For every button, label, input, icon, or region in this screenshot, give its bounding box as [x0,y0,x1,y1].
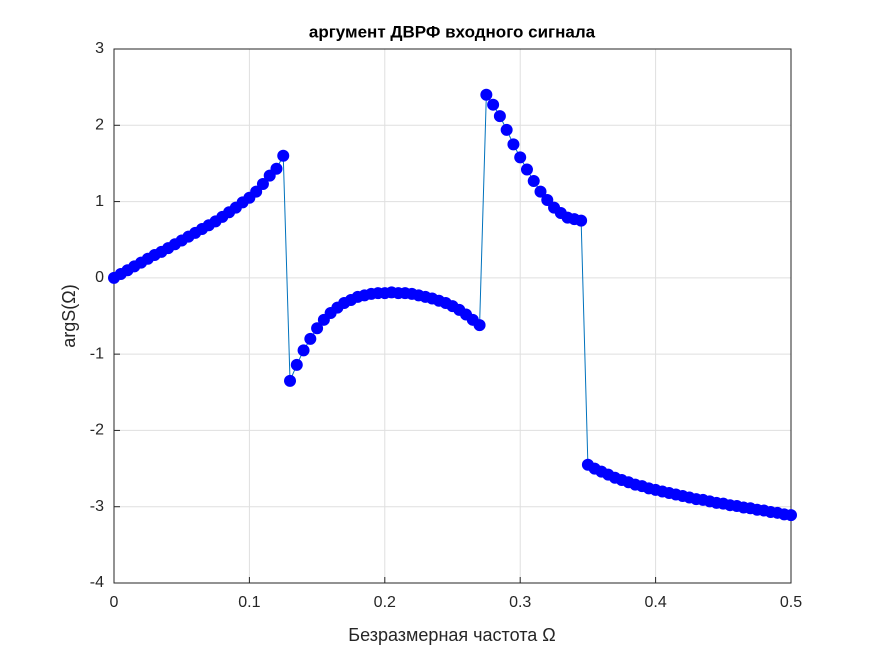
y-axis-label: argS(Ω) [59,284,79,347]
data-point [520,163,533,176]
y-tick-label: -1 [90,345,104,362]
data-point [473,319,486,332]
data-point [290,358,303,371]
y-tick-label: 3 [95,40,104,57]
x-axis-label: Безразмерная частота Ω [348,625,555,645]
data-point [277,149,290,162]
y-tick-label: -2 [90,422,104,439]
y-tick-label: -4 [90,574,104,591]
x-tick-label: 0 [110,594,119,611]
data-point [311,322,324,335]
x-tick-label: 0.2 [374,594,396,611]
data-point [514,151,527,164]
y-tick-label: 2 [95,117,104,134]
data-point [480,88,493,101]
x-tick-label: 0.3 [509,594,531,611]
data-point [297,344,310,357]
data-point [304,332,317,345]
data-point [270,162,283,175]
data-point [785,509,797,522]
x-tick-label: 0.5 [780,594,802,611]
data-point [575,214,588,227]
data-point [507,138,520,151]
data-point [534,185,547,198]
data-point [487,98,500,111]
data-point [500,123,513,136]
x-tick-label: 0.1 [238,594,260,611]
data-point [256,178,269,191]
chart-title: аргумент ДВРФ входного сигнала [309,22,596,41]
y-tick-label: 0 [95,269,104,286]
x-tick-label: 0.4 [644,594,666,611]
data-point [541,194,554,207]
data-point [527,174,540,187]
data-point [250,185,263,198]
y-tick-label: 1 [95,193,104,210]
data-point [284,374,297,387]
data-point [493,110,506,123]
axes-box [113,48,792,584]
y-tick-label: -3 [90,498,104,515]
